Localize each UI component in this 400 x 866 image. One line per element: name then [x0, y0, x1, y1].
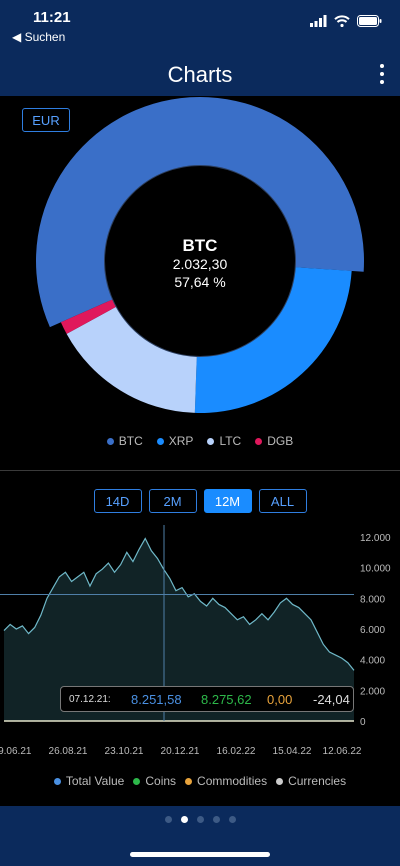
legend-item-dgb[interactable]: DGB: [255, 434, 293, 448]
status-icons: [310, 14, 382, 28]
currency-button[interactable]: EUR: [22, 108, 70, 132]
donut-chart[interactable]: [0, 96, 400, 436]
legend-dot: [156, 437, 164, 445]
y-tick-label: 8.000: [360, 594, 385, 605]
range-button-14d[interactable]: 14D: [93, 489, 142, 513]
value-line-chart[interactable]: 12.000 10.000 8.000 6.000 4.000 2.000 0 29.06.2…: [0, 525, 400, 765]
x-tick-label: 15.04.22: [273, 746, 312, 757]
x-tick-label: 12.06.22: [323, 746, 362, 757]
legend-dot: [53, 777, 61, 785]
legend-label: Coins: [145, 774, 177, 788]
x-tick-label: 26.08.21: [49, 746, 88, 757]
page-dot[interactable]: [212, 816, 220, 823]
tooltip-commodities-value: 0,00: [267, 691, 293, 707]
range-button-all[interactable]: ALL: [258, 489, 307, 513]
y-tick-label: 6.000: [360, 625, 385, 636]
tooltip-total-value: 8.251,58: [131, 691, 182, 707]
legend-label: XRP: [168, 434, 194, 448]
nav-header: 11:21 ◀ Suchen Charts: [0, 0, 400, 96]
battery-icon: [357, 15, 382, 27]
tooltip-coins-value: 8.275,62: [201, 691, 252, 707]
total-value-line: [3, 537, 355, 671]
donut-legend: BTC XRP LTC DGB: [0, 434, 400, 448]
home-indicator[interactable]: [130, 852, 270, 857]
page-dot[interactable]: [228, 816, 236, 823]
range-selector: 14D 2M 12M ALL: [0, 489, 400, 513]
x-tick-label: 29.06.21: [0, 746, 32, 757]
tooltip-date: 07.12.21:: [69, 693, 111, 705]
legend-dot: [185, 777, 193, 785]
section-divider: [0, 470, 400, 471]
tooltip-currencies-value: -24,04: [313, 691, 350, 707]
donut-selected-percent: 57,64 %: [174, 274, 226, 290]
y-tick-label: 0: [360, 717, 366, 728]
page-dot[interactable]: [164, 816, 172, 823]
y-tick-label: 4.000: [360, 656, 385, 667]
legend-item-coins[interactable]: Coins: [133, 774, 176, 788]
legend-item-ltc[interactable]: LTC: [207, 434, 241, 448]
legend-dot: [207, 437, 215, 445]
footer-bar: [0, 806, 400, 866]
donut-slice-xrp[interactable]: [194, 267, 352, 413]
range-button-12m[interactable]: 12M: [203, 489, 252, 513]
wifi-icon: [334, 15, 350, 27]
x-tick-label: 16.02.22: [217, 746, 256, 757]
legend-item-btc[interactable]: BTC: [106, 434, 143, 448]
donut-slice-btc[interactable]: [36, 97, 365, 328]
donut-slice-ltc[interactable]: [66, 307, 197, 413]
legend-item-currencies[interactable]: Currencies: [276, 774, 346, 788]
y-tick-label: 10.000: [360, 564, 391, 575]
legend-label: Commodities: [197, 774, 268, 788]
legend-label: Currencies: [288, 774, 347, 788]
donut-slice-dgb[interactable]: [60, 299, 116, 334]
page-indicator: [0, 816, 400, 823]
legend-label: DGB: [267, 434, 294, 448]
line-legend: Total Value Coins Commodities Currencies: [0, 774, 400, 788]
more-menu-icon[interactable]: [378, 64, 386, 86]
signal-icon: [310, 15, 327, 27]
legend-dot: [133, 777, 141, 785]
status-time: 11:21: [33, 9, 71, 26]
legend-dot: [276, 777, 284, 785]
crosshair-tooltip: 07.12.21: 8.251,58 8.275,62 0,00 -24,04: [60, 686, 354, 712]
legend-dot: [255, 437, 263, 445]
legend-label: BTC: [118, 434, 143, 448]
y-tick-label: 2.000: [360, 686, 385, 697]
back-to-search-link[interactable]: ◀ Suchen: [12, 30, 66, 44]
page-dot[interactable]: [196, 816, 204, 823]
page-title: Charts: [167, 62, 233, 87]
y-tick-label: 12.000: [360, 533, 391, 544]
x-tick-label: 20.12.21: [161, 746, 200, 757]
legend-label: Total Value: [65, 774, 125, 788]
legend-dot: [106, 437, 114, 445]
donut-selected-name: BTC: [182, 236, 218, 255]
legend-item-total-value[interactable]: Total Value: [53, 774, 125, 788]
legend-label: LTC: [219, 434, 242, 448]
legend-item-xrp[interactable]: XRP: [156, 434, 194, 448]
range-button-2m[interactable]: 2M: [148, 489, 197, 513]
legend-item-commodities[interactable]: Commodities: [185, 774, 267, 788]
x-tick-label: 23.10.21: [105, 746, 144, 757]
page-dot-active[interactable]: [180, 816, 188, 823]
donut-selected-value: 2.032,30: [172, 256, 228, 272]
